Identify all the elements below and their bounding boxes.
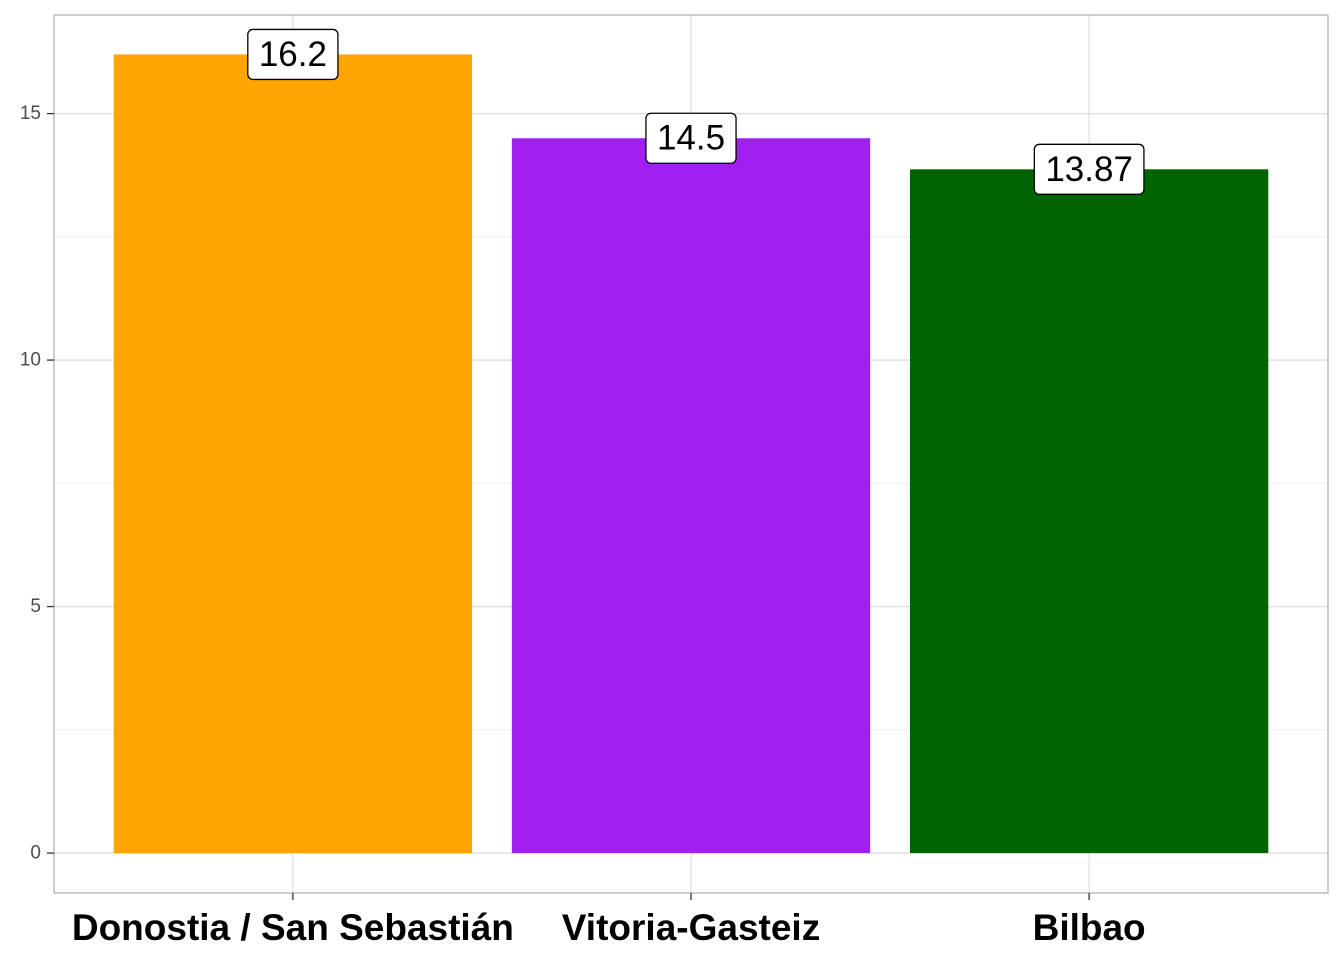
data-label-text: 14.5 xyxy=(657,119,725,158)
data-label-box xyxy=(645,112,737,164)
bar-2 xyxy=(511,138,871,854)
data-label-text: 13.87 xyxy=(1045,150,1133,189)
y-tick-label: 0 xyxy=(30,843,41,864)
bar-3 xyxy=(909,169,1269,854)
x-tick-label: Vitoria-Gasteiz xyxy=(562,907,820,948)
data-label-1: 16.2 xyxy=(247,28,339,81)
y-tick-label: 15 xyxy=(20,103,41,124)
x-tick-label: Bilbao xyxy=(1033,907,1146,948)
data-label-box xyxy=(1033,143,1145,195)
data-label-text: 16.2 xyxy=(259,35,327,74)
bar-layer xyxy=(113,54,1269,854)
data-label-layer: 16.2 14.5 13.87 xyxy=(247,28,1145,195)
y-tick-label: 10 xyxy=(20,350,41,371)
data-label-3: 13.87 xyxy=(1033,143,1145,195)
bar-1 xyxy=(113,54,473,854)
data-label-box xyxy=(247,28,339,81)
y-tick-label: 5 xyxy=(30,596,41,617)
axis-layer: 0 5 10 15 Donostia / San Sebastián Vitoria-Ga… xyxy=(20,103,1146,948)
data-label-2: 14.5 xyxy=(645,112,737,164)
x-tick-label: Donostia / San Sebastián xyxy=(72,907,514,948)
